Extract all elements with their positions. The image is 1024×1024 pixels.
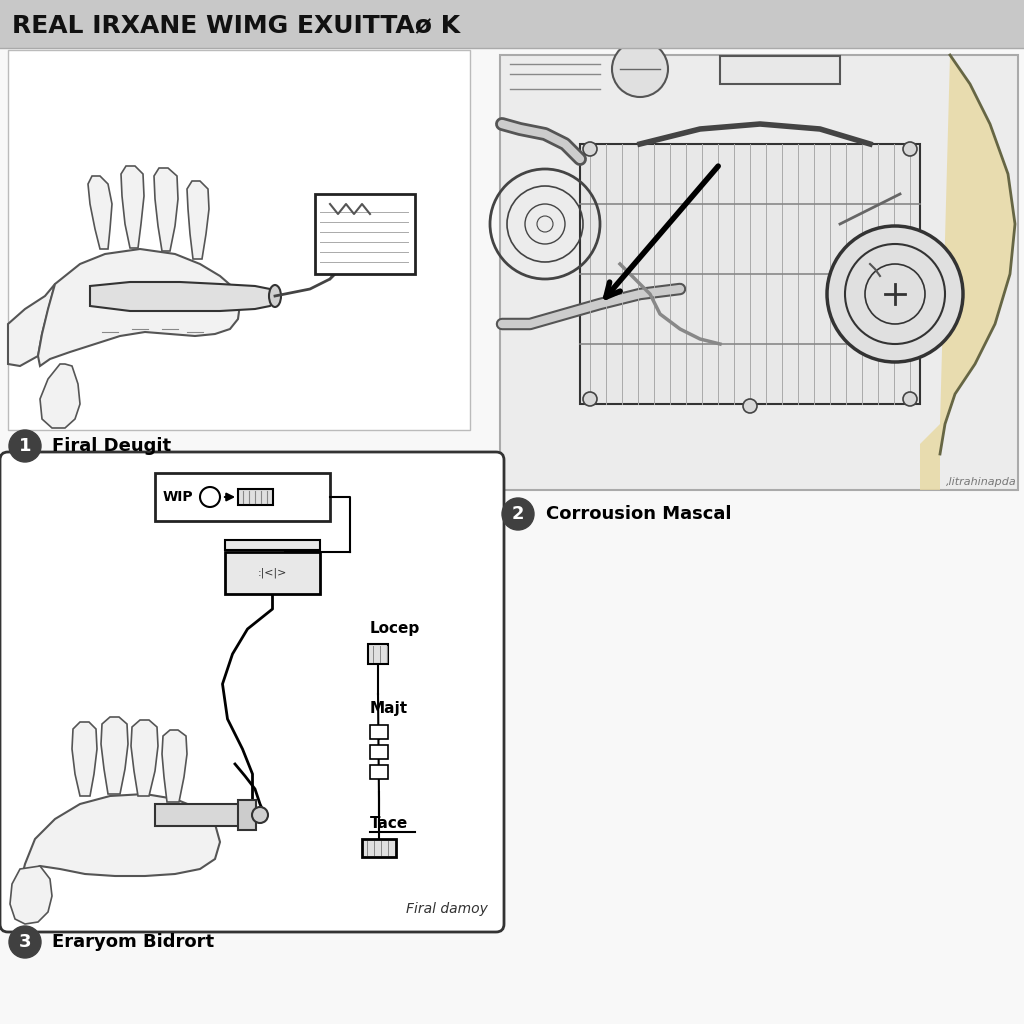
Circle shape <box>9 430 41 462</box>
Text: Firal damoy: Firal damoy <box>407 902 488 916</box>
Bar <box>580 144 920 404</box>
Bar <box>0 0 1024 48</box>
Text: Corrousion Mascal: Corrousion Mascal <box>546 505 731 523</box>
Ellipse shape <box>269 285 281 307</box>
Circle shape <box>502 498 534 530</box>
Bar <box>155 473 330 521</box>
Bar <box>238 489 273 505</box>
Circle shape <box>612 41 668 97</box>
Bar <box>225 540 319 550</box>
Text: REAL IRXANE WIMG EXUITTAø K: REAL IRXANE WIMG EXUITTAø K <box>12 13 460 37</box>
Text: 2: 2 <box>512 505 524 523</box>
Text: 3: 3 <box>18 933 32 951</box>
FancyBboxPatch shape <box>0 452 504 932</box>
Polygon shape <box>121 166 144 248</box>
Text: Eraryom Bidrort: Eraryom Bidrort <box>52 933 214 951</box>
Text: Majt: Majt <box>370 701 409 717</box>
Text: Locep: Locep <box>370 622 420 637</box>
Polygon shape <box>154 168 178 251</box>
Text: 1: 1 <box>18 437 32 455</box>
Circle shape <box>903 392 918 406</box>
Circle shape <box>583 392 597 406</box>
Circle shape <box>845 244 945 344</box>
Circle shape <box>200 487 220 507</box>
Circle shape <box>743 399 757 413</box>
Bar <box>720 56 840 84</box>
Circle shape <box>9 926 41 958</box>
Bar <box>225 552 319 594</box>
Text: Firal Deugit: Firal Deugit <box>52 437 171 455</box>
Polygon shape <box>40 364 80 428</box>
Bar <box>370 765 388 779</box>
Bar <box>362 839 396 857</box>
Text: Tace: Tace <box>370 816 409 831</box>
Text: ,litrahinapda: ,litrahinapda <box>946 477 1017 487</box>
Polygon shape <box>18 794 220 884</box>
Polygon shape <box>131 720 158 796</box>
Circle shape <box>252 807 268 823</box>
Bar <box>370 745 388 759</box>
Polygon shape <box>8 284 55 366</box>
Polygon shape <box>101 717 128 794</box>
Text: :|<|>: :|<|> <box>258 567 287 579</box>
Bar <box>155 804 240 826</box>
Bar <box>368 644 388 664</box>
Circle shape <box>583 142 597 156</box>
Polygon shape <box>187 181 209 259</box>
Polygon shape <box>88 176 112 249</box>
Circle shape <box>865 264 925 324</box>
Bar <box>500 55 1018 490</box>
Polygon shape <box>72 722 97 796</box>
Circle shape <box>827 226 963 362</box>
Polygon shape <box>90 282 275 311</box>
Circle shape <box>903 142 918 156</box>
Text: WIP: WIP <box>163 490 194 504</box>
Bar <box>8 50 470 430</box>
Polygon shape <box>10 866 52 924</box>
Polygon shape <box>920 55 1015 490</box>
Polygon shape <box>38 249 240 366</box>
Bar <box>370 725 388 739</box>
Bar <box>315 194 415 274</box>
Bar <box>238 800 256 830</box>
Polygon shape <box>162 730 187 802</box>
